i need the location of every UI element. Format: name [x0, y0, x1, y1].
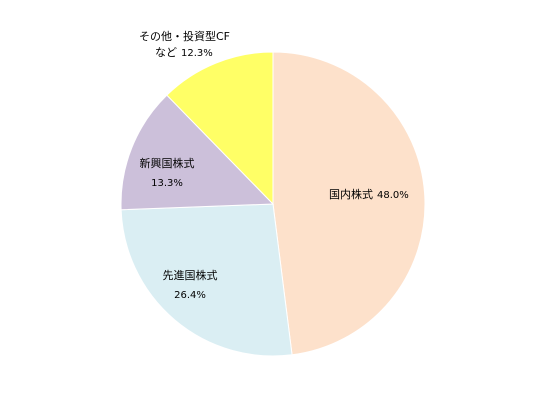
slice-label-other-line1: その他・投資型CF: [139, 29, 230, 43]
slice-label-other-line2: など: [155, 46, 177, 59]
slice-label-emerging-equity: 新興国株式: [140, 156, 195, 170]
slice-pct-emerging-equity: 13.3%: [151, 178, 183, 189]
pie-slice-emerging-equity: [120, 94, 275, 211]
pie-slice-other: [166, 51, 274, 206]
slice-pct-other: 12.3%: [181, 48, 213, 59]
slice-label-developed-equity: 先進国株式: [163, 268, 218, 282]
slice-label-domestic-equity: 国内株式 48.0%: [329, 187, 409, 201]
slice-pct-developed-equity: 26.4%: [174, 290, 206, 301]
pie-slice-developed-equity: [120, 203, 293, 357]
pie-slices: [120, 51, 426, 357]
pie-slice-domestic-equity: [272, 51, 426, 356]
